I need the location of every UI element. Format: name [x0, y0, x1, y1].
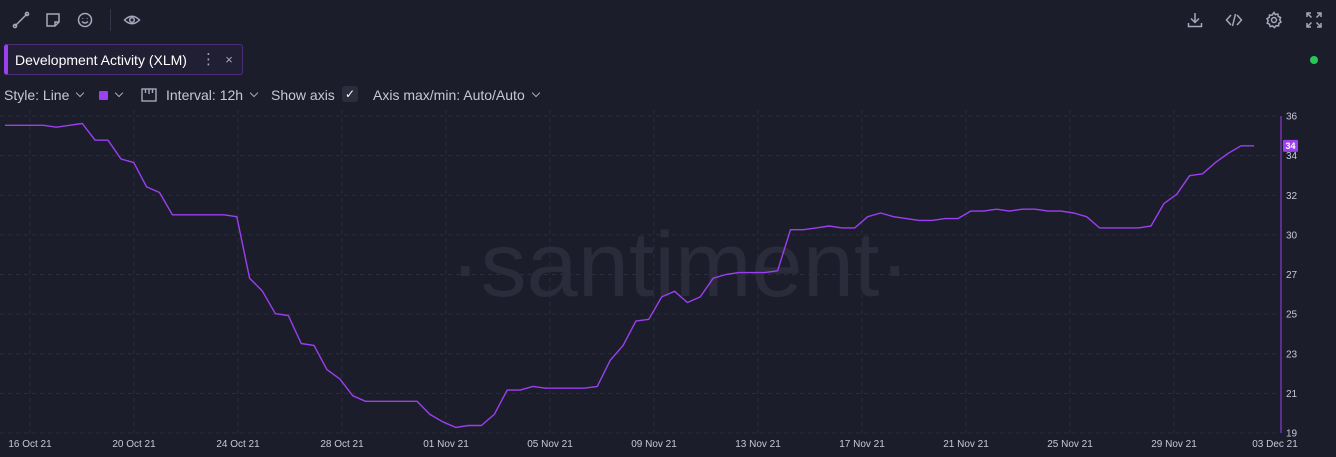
development-activity-chart: ·santiment· 36 34 32 30 27 25 23 21 19 16 Oct 21…	[0, 110, 1298, 450]
series-line	[5, 122, 1254, 429]
close-icon[interactable]: ×	[225, 52, 233, 67]
show-axis-checkbox[interactable]: ✓	[342, 86, 358, 102]
last-value-badge	[1283, 139, 1298, 152]
color-swatch	[99, 90, 108, 100]
axis-maxmin-label: Axis max/min: Auto/Auto	[373, 87, 525, 103]
y-tick-label: 21	[1286, 389, 1298, 400]
x-tick-label: 17 Nov 21	[839, 439, 885, 450]
y-tick-label: 27	[1286, 270, 1298, 281]
eye-icon[interactable]	[121, 9, 143, 31]
y-axis-ticks: 36 34 32 30 27 25 23 21 19	[1286, 112, 1298, 440]
interval-dropdown[interactable]: Interval: 12h	[141, 84, 259, 106]
x-tick-label: 05 Nov 21	[527, 439, 573, 450]
interval-label: Interval: 12h	[166, 87, 244, 103]
x-tick-label: 16 Oct 21	[8, 439, 52, 450]
x-tick-label: 09 Nov 21	[631, 439, 677, 450]
y-tick-label: 36	[1286, 112, 1298, 123]
fullscreen-icon[interactable]	[1303, 9, 1325, 31]
y-tick-label: 32	[1286, 191, 1298, 202]
metric-label: Development Activity (XLM)	[15, 51, 187, 68]
y-tick-label: 30	[1286, 230, 1298, 241]
chevron-down-icon	[76, 88, 85, 98]
more-options-icon[interactable]: ⋮	[201, 51, 216, 68]
line-tool-icon[interactable]	[10, 9, 32, 31]
show-axis-toggle[interactable]: Show axis	[271, 84, 335, 106]
x-axis-ticks: 16 Oct 21 20 Oct 21 24 Oct 21 28 Oct 21 01 N…	[8, 439, 1298, 450]
x-tick-label: 21 Nov 21	[943, 439, 989, 450]
y-tick-label: 25	[1286, 310, 1298, 321]
y-tick-label: 23	[1286, 349, 1298, 360]
chevron-down-icon	[114, 88, 124, 98]
x-tick-label: 03 Dec 21	[1252, 439, 1298, 450]
toolbar-divider	[110, 9, 111, 31]
x-tick-label: 01 Nov 21	[423, 439, 469, 450]
horizontal-gridlines	[0, 115, 1280, 434]
note-icon[interactable]	[42, 9, 64, 31]
download-icon[interactable]	[1184, 9, 1206, 31]
show-axis-label: Show axis	[271, 87, 335, 103]
x-tick-label: 20 Oct 21	[112, 439, 156, 450]
axis-maxmin-dropdown[interactable]: Axis max/min: Auto/Auto	[373, 84, 540, 106]
x-tick-label: 29 Nov 21	[1151, 439, 1197, 450]
chart-toolbar	[0, 0, 1336, 40]
last-value-label: 34	[1285, 141, 1295, 151]
chevron-down-icon	[531, 88, 540, 98]
x-tick-label: 28 Oct 21	[320, 439, 364, 450]
style-label: Style: Line	[4, 87, 70, 103]
vertical-gridlines	[29, 110, 1175, 433]
metric-settings: Style: Line Interval: 12h Show axis Axis…	[0, 84, 600, 106]
ruler-icon	[141, 88, 157, 102]
x-tick-label: 13 Nov 21	[735, 439, 781, 450]
x-tick-label: 25 Nov 21	[1047, 439, 1093, 450]
y-tick-label: 34	[1286, 151, 1298, 162]
santiment-watermark: ·santiment·	[450, 214, 910, 316]
chevron-down-icon	[249, 88, 259, 98]
metric-chip[interactable]: Development Activity (XLM) ⋮ ×	[4, 44, 243, 75]
style-dropdown[interactable]: Style: Line	[4, 84, 85, 106]
y-tick-label: 19	[1286, 429, 1298, 440]
emoji-icon[interactable]	[74, 9, 96, 31]
embed-code-icon[interactable]	[1223, 9, 1245, 31]
x-tick-label: 24 Oct 21	[216, 439, 260, 450]
color-picker[interactable]	[99, 84, 124, 106]
gear-icon[interactable]	[1263, 9, 1285, 31]
last-value-marker: 34	[1283, 139, 1298, 152]
check-icon: ✓	[344, 87, 356, 101]
live-status-dot	[1310, 56, 1318, 64]
